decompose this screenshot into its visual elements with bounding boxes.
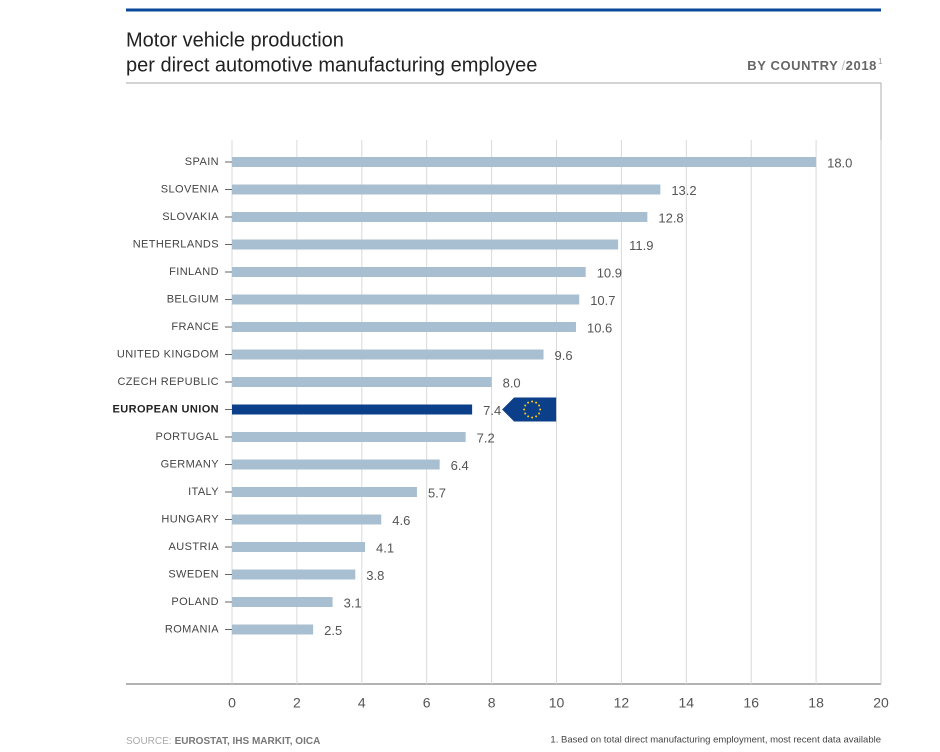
bar (232, 322, 576, 332)
source-label: SOURCE: (126, 736, 172, 747)
value-label: 3.1 (344, 595, 362, 610)
value-label: 9.6 (555, 348, 573, 363)
source-text: EUROSTAT, IHS MARKIT, OICA (175, 736, 321, 747)
x-tick-label: 20 (873, 695, 889, 711)
y-tick-label: FINLAND (169, 266, 219, 278)
eu-flag-star (539, 408, 542, 411)
bar (232, 624, 314, 635)
value-label: 10.6 (587, 320, 612, 335)
x-tick-label: 12 (614, 695, 630, 711)
y-tick-label: BELGIUM (167, 293, 219, 305)
bar (232, 459, 440, 470)
value-label: 4.1 (376, 540, 394, 555)
x-tick-label: 10 (549, 695, 565, 711)
x-tick-label: 18 (808, 695, 824, 711)
value-label: 12.8 (658, 210, 683, 225)
bar (232, 267, 586, 277)
eu-flag-star (527, 401, 530, 404)
bar (232, 239, 619, 250)
eu-flag-star (535, 401, 538, 404)
eu-flag-star (531, 416, 534, 419)
y-tick-label: POLAND (171, 596, 219, 608)
subtitle-separator: / (841, 58, 845, 73)
y-tick-label: CZECH REPUBLIC (117, 376, 219, 388)
value-label: 3.8 (366, 568, 384, 583)
value-label: 7.4 (483, 403, 501, 418)
chart-subtitle: BY COUNTRY/2018 (747, 58, 877, 73)
x-tick-label: 0 (228, 695, 236, 711)
bar (232, 404, 473, 415)
x-tick-label: 2 (293, 695, 301, 711)
value-label: 5.7 (428, 485, 446, 500)
y-tick-label: ROMANIA (165, 623, 219, 635)
x-tick-label: 6 (423, 695, 431, 711)
y-tick-label: AUSTRIA (169, 541, 220, 553)
bar (232, 294, 580, 305)
bar (232, 569, 356, 580)
bar (232, 432, 466, 442)
eu-flag-star (527, 415, 530, 418)
value-label: 4.6 (392, 513, 410, 528)
footnote-mark: 1 (878, 57, 883, 66)
bar (232, 487, 417, 497)
chart-title: Motor vehicle production (126, 29, 344, 51)
eu-flag-star (524, 404, 527, 407)
value-label: 8.0 (503, 375, 521, 390)
bar (232, 157, 817, 167)
value-label: 10.7 (590, 293, 615, 308)
x-tick-label: 14 (679, 695, 695, 711)
value-label: 7.2 (477, 430, 495, 445)
bar (232, 597, 333, 607)
eu-flag-star (524, 412, 527, 415)
value-label: 13.2 (671, 183, 696, 198)
x-tick-label: 8 (488, 695, 496, 711)
bar (232, 212, 648, 222)
chart-title: per direct automotive manufacturing empl… (126, 54, 537, 76)
x-tick-label: 4 (358, 695, 366, 711)
bar (232, 514, 382, 525)
eu-flag-marker (502, 397, 557, 422)
bar (232, 184, 661, 195)
bar (232, 542, 366, 552)
y-tick-label: FRANCE (171, 321, 219, 333)
y-tick-label: HUNGARY (161, 513, 219, 525)
y-tick-label: SLOVENIA (161, 183, 219, 195)
value-label: 10.9 (597, 265, 622, 280)
eu-flag-star (531, 400, 534, 403)
eu-flag-star (523, 408, 526, 411)
y-tick-label: UNITED KINGDOM (117, 348, 219, 360)
subtitle-year: 2018 (846, 58, 877, 73)
value-label: 18.0 (827, 155, 852, 170)
y-tick-label: NETHERLANDS (133, 238, 219, 250)
eu-flag-star (535, 415, 538, 418)
source: SOURCE: EUROSTAT, IHS MARKIT, OICA (126, 736, 320, 747)
value-label: 6.4 (451, 458, 469, 473)
bars: SPAIN 18.0 SLOVENIA 13.2 SLOVAKIA 12.8 NETHERL… (113, 155, 853, 638)
y-tick-label: SWEDEN (168, 568, 219, 580)
y-tick-label: EUROPEAN UNION (113, 403, 219, 415)
y-tick-label: PORTUGAL (155, 431, 219, 443)
y-tick-label: GERMANY (161, 458, 220, 470)
eu-flag-star (538, 412, 541, 415)
bar (232, 349, 544, 360)
footnote: 1. Based on total direct manufacturing e… (550, 735, 881, 746)
eu-flag-star (538, 404, 541, 407)
value-label: 11.9 (629, 238, 653, 253)
subtitle-text: BY COUNTRY (747, 58, 838, 73)
y-tick-label: SLOVAKIA (162, 211, 219, 223)
y-tick-label: SPAIN (185, 156, 219, 168)
y-tick-label: ITALY (188, 486, 219, 498)
grid (231, 140, 882, 684)
bar (232, 377, 492, 387)
value-label: 2.5 (324, 623, 342, 638)
x-tick-label: 16 (743, 695, 759, 711)
